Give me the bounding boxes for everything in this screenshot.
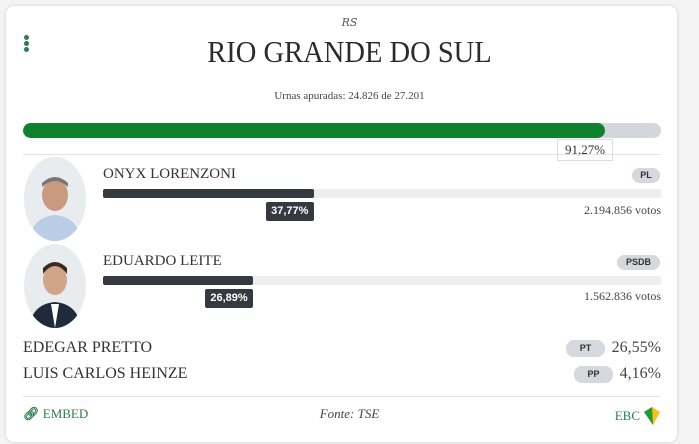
page-title: RIO GRANDE DO SUL [207, 34, 492, 69]
candidate-photo [24, 244, 86, 328]
more-options-icon[interactable] [24, 35, 30, 53]
candidate-percent: 26,89% [205, 289, 254, 308]
results-card [6, 6, 677, 442]
count-progress-label: 91,27% [557, 139, 613, 161]
urnas-apuradas: Urnas apuradas: 24.826 de 27.201 [274, 90, 425, 102]
other-candidate-percent: 26,55% [611, 339, 661, 356]
candidate-vote-fill [103, 276, 254, 285]
divider [23, 154, 661, 155]
count-progress-fill [23, 123, 606, 138]
party-badge: PSDB [617, 255, 660, 270]
candidate-name: EDUARDO LEITE [103, 253, 222, 269]
other-candidate-percent: 4,16% [619, 365, 661, 382]
embed-label: EMBED [42, 406, 89, 421]
candidate-votes: 2.194.856 votos [583, 203, 661, 217]
other-candidate-name: EDEGAR PRETTO [23, 339, 153, 356]
brand-label: EBC [614, 408, 640, 423]
divider [23, 396, 661, 397]
ebc-logo[interactable]: EBC [615, 406, 661, 426]
candidate-vote-bar [103, 276, 661, 285]
state-abbreviation: RS [341, 16, 358, 29]
candidate-photo [24, 157, 86, 241]
candidate-votes: 1.562.836 votos [583, 289, 661, 303]
candidate-percent: 37,77% [265, 202, 314, 221]
embed-link[interactable]: 🔗︎ EMBED [23, 406, 88, 422]
candidate-name: ONYX LORENZONI [103, 166, 236, 182]
candidate-vote-fill [103, 189, 314, 198]
party-badge: PP [574, 366, 613, 383]
other-candidate-name: LUIS CARLOS HEINZE [23, 365, 188, 382]
party-badge: PL [632, 168, 660, 183]
link-icon: 🔗︎ [23, 406, 40, 421]
ebc-logo-icon [644, 407, 660, 425]
party-badge: PT [566, 340, 605, 357]
count-progress-bar [23, 123, 661, 138]
candidate-vote-bar [103, 189, 661, 198]
